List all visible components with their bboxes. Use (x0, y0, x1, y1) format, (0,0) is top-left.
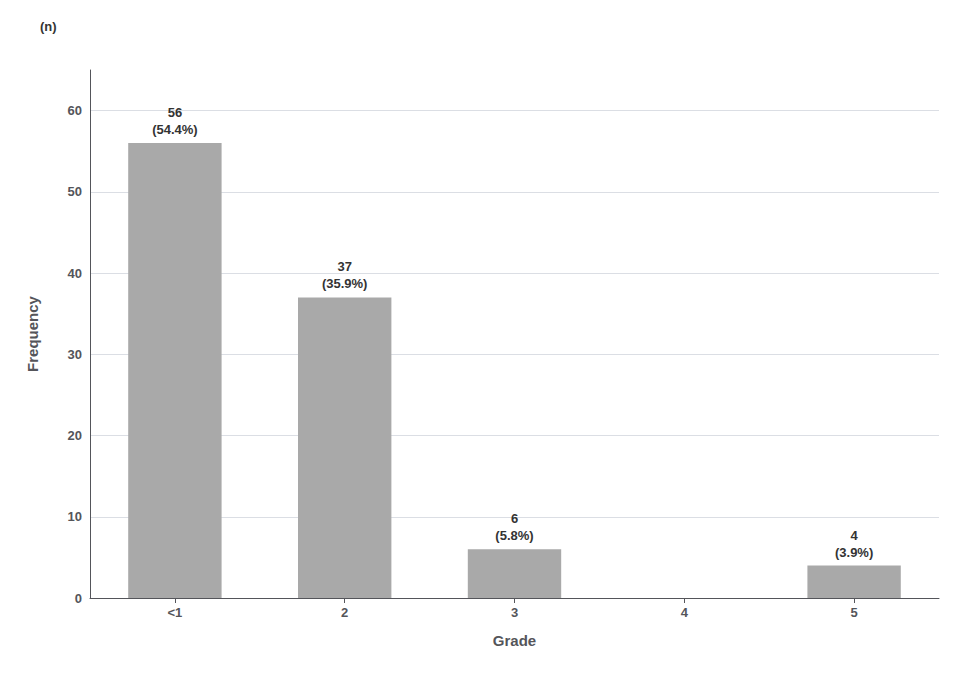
svg-text:(35.9%): (35.9%) (322, 276, 368, 291)
svg-text:6: 6 (511, 511, 518, 526)
svg-text:30: 30 (68, 347, 82, 362)
svg-text:37: 37 (337, 259, 351, 274)
svg-text:2: 2 (341, 605, 348, 620)
svg-text:(5.8%): (5.8%) (495, 528, 533, 543)
svg-text:56: 56 (168, 105, 182, 120)
svg-text:10: 10 (68, 509, 82, 524)
svg-text:0: 0 (75, 591, 82, 606)
svg-text:4: 4 (681, 605, 689, 620)
svg-text:40: 40 (68, 266, 82, 281)
svg-text:(n): (n) (40, 19, 57, 34)
svg-text:(3.9%): (3.9%) (835, 545, 873, 560)
svg-text:20: 20 (68, 428, 82, 443)
svg-text:5: 5 (850, 605, 857, 620)
svg-text:3: 3 (511, 605, 518, 620)
svg-text:4: 4 (850, 528, 858, 543)
svg-text:(54.4%): (54.4%) (152, 122, 198, 137)
svg-text:<1: <1 (167, 605, 182, 620)
svg-text:Grade: Grade (493, 632, 536, 649)
svg-text:50: 50 (68, 184, 82, 199)
svg-text:60: 60 (68, 103, 82, 118)
svg-text:Frequency: Frequency (24, 295, 41, 372)
